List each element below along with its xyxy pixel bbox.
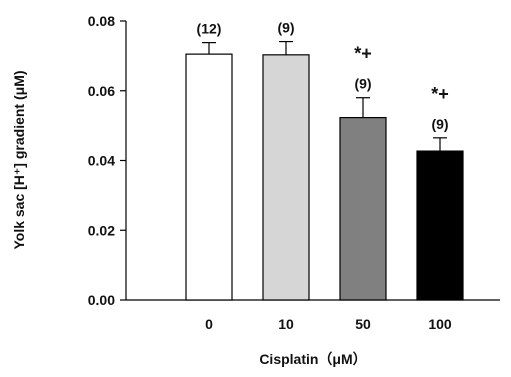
bars: (12) (9) (9) *+ (9) *+: [185, 20, 464, 301]
x-tick-label: 10: [278, 316, 294, 332]
y-tick-label: 0.06: [88, 83, 115, 99]
significance-label: *+: [354, 44, 372, 64]
x-tick-label: 0: [205, 316, 213, 332]
y-ticks: 0.00 0.02 0.04 0.06 0.08: [88, 13, 126, 308]
bar: [416, 150, 464, 301]
significance-label: *+: [431, 84, 449, 104]
bar: [185, 53, 233, 301]
sample-size-label: (12): [197, 21, 222, 37]
bar: [262, 54, 310, 301]
y-tick-label: 0.04: [88, 153, 115, 169]
y-tick-label: 0.02: [88, 222, 115, 238]
y-tick-label: 0.08: [88, 13, 115, 29]
y-tick-label: 0.00: [88, 292, 115, 308]
x-tick-labels: 0 10 50 100: [205, 316, 452, 332]
x-tick-label: 50: [355, 316, 371, 332]
sample-size-label: (9): [431, 116, 448, 132]
sample-size-label: (9): [354, 76, 371, 92]
bar: [339, 117, 387, 301]
sample-size-label: (9): [277, 20, 294, 36]
y-axis-title: Yolk sac [H⁺] gradient (μM): [11, 70, 27, 249]
x-tick-label: 100: [428, 316, 452, 332]
x-axis-title: Cisplatin（μM）: [259, 351, 366, 367]
